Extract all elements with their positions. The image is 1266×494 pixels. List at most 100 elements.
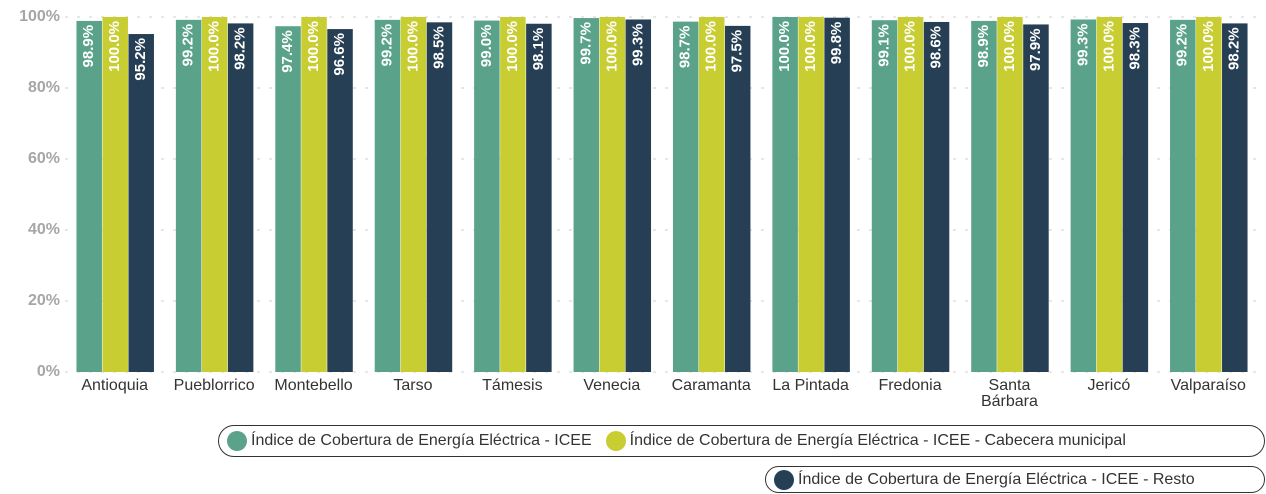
bar — [573, 18, 600, 372]
bar — [923, 21, 950, 372]
legend-swatch — [227, 431, 247, 451]
value-label: 95.2% — [132, 38, 149, 81]
bar — [526, 23, 552, 373]
value-label: 100.0% — [404, 21, 421, 72]
bar — [426, 22, 453, 372]
value-label: 99.2% — [1174, 24, 1191, 67]
bar — [474, 20, 500, 373]
bar — [1023, 24, 1049, 373]
value-label: 100.0% — [703, 21, 720, 72]
value-label: 100.0% — [776, 21, 793, 72]
value-label: 100.0% — [106, 21, 123, 72]
bar — [724, 25, 751, 372]
legend: Índice de Cobertura de Energía Eléctrica… — [218, 425, 1265, 457]
y-tick-label: 100% — [19, 8, 60, 25]
x-tick-label: Caramanta — [671, 377, 751, 394]
legend-item: Índice de Cobertura de Energía Eléctrica… — [227, 431, 592, 451]
bar — [698, 17, 725, 372]
x-tick-label: Pueblorrico — [173, 377, 255, 394]
bar — [897, 17, 924, 372]
value-label: 97.9% — [1027, 28, 1044, 71]
x-tick-label: Valparaíso — [1170, 377, 1246, 394]
value-label: 99.2% — [378, 24, 395, 67]
x-tick-label: Jericó — [1087, 377, 1131, 394]
bar — [625, 19, 652, 373]
y-tick-label: 40% — [28, 221, 60, 238]
y-tick-label: 80% — [28, 79, 60, 96]
x-tick-label: Antioquia — [81, 377, 149, 394]
value-label: 97.4% — [279, 30, 296, 73]
bar — [1122, 23, 1149, 372]
bar — [128, 34, 154, 372]
value-label: 98.3% — [1126, 27, 1143, 70]
x-tick-label: Santa Bárbara — [980, 377, 1038, 410]
x-tick-label: Montebello — [274, 377, 353, 394]
bar — [275, 26, 301, 372]
bar — [201, 17, 228, 372]
value-label: 97.5% — [729, 30, 746, 73]
y-tick-label: 0% — [37, 363, 60, 380]
legend: Índice de Cobertura de Energía Eléctrica… — [765, 466, 1265, 493]
value-label: 99.0% — [478, 25, 495, 68]
value-label: 99.7% — [577, 22, 594, 65]
bar — [76, 20, 102, 373]
value-label: 100.0% — [902, 21, 919, 72]
bar — [672, 21, 699, 373]
value-label: 98.2% — [232, 27, 249, 70]
value-label: 98.2% — [1226, 27, 1243, 70]
bar — [1096, 17, 1123, 372]
value-label: 98.1% — [530, 28, 547, 71]
legend-item: Índice de Cobertura de Energía Eléctrica… — [774, 469, 1195, 490]
x-tick-label: Tarso — [393, 377, 433, 394]
bar — [102, 17, 128, 372]
bar — [301, 17, 327, 372]
x-tick-label: Fredonia — [878, 377, 942, 394]
y-tick-label: 20% — [28, 292, 60, 309]
value-label: 100.0% — [504, 21, 521, 72]
value-label: 98.9% — [975, 25, 992, 68]
value-label: 98.7% — [677, 26, 694, 69]
bar — [997, 17, 1023, 372]
value-label: 99.8% — [828, 22, 845, 65]
bar — [1070, 19, 1097, 373]
legend-swatch — [605, 431, 626, 451]
value-label: 99.3% — [1074, 23, 1091, 66]
value-label: 100.0% — [1001, 21, 1018, 72]
value-label: 100.0% — [802, 21, 819, 72]
value-label: 100.0% — [1100, 21, 1117, 72]
bar — [227, 23, 254, 372]
value-label: 99.2% — [180, 24, 197, 67]
bar — [374, 19, 401, 373]
value-label: 98.5% — [430, 26, 447, 69]
value-label: 100.0% — [206, 21, 223, 72]
bar — [327, 29, 353, 372]
x-tick-label: La Pintada — [772, 377, 849, 394]
bar — [824, 17, 850, 373]
value-label: 98.6% — [928, 26, 945, 69]
legend-item: Índice de Cobertura de Energía Eléctrica… — [605, 431, 1126, 451]
y-tick-label: 60% — [28, 150, 60, 167]
bar — [500, 17, 526, 372]
value-label: 96.6% — [331, 33, 348, 76]
bar — [798, 17, 824, 372]
value-label: 99.1% — [876, 24, 893, 67]
bar — [1196, 17, 1222, 372]
bar — [1170, 19, 1196, 373]
value-label: 100.0% — [305, 21, 322, 72]
x-tick-label: Venecia — [583, 377, 641, 394]
legend-label: Índice de Cobertura de Energía Eléctrica… — [629, 432, 1126, 449]
chart: 0% 20% 40% 60% 80% 100% 98.9% 100.0% 95.2% 99.2% 1… — [19, 8, 1258, 380]
bar — [871, 20, 898, 372]
legend-label: Índice de Cobertura de Energía Eléctrica… — [798, 470, 1195, 488]
value-label: 100.0% — [1200, 21, 1217, 72]
legend-swatch — [774, 469, 794, 490]
legend-label: Índice de Cobertura de Energía Eléctrica… — [251, 432, 592, 449]
bar — [175, 19, 202, 373]
bar — [971, 20, 997, 373]
value-label: 99.3% — [629, 23, 646, 66]
value-label: 98.9% — [80, 25, 97, 68]
bar — [400, 17, 427, 372]
bar — [599, 17, 626, 372]
x-tick-label: Támesis — [482, 377, 543, 394]
